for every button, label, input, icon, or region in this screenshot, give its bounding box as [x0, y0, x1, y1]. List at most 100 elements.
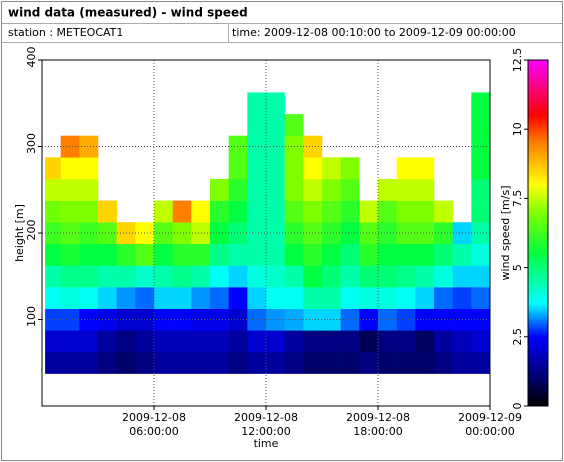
- heatmap-cell: [79, 308, 99, 331]
- heatmap-cell: [154, 243, 173, 266]
- heatmap-cell: [359, 243, 379, 266]
- y-tick-label: 200: [25, 220, 38, 241]
- heatmap-cell: [98, 351, 117, 374]
- heatmap-cell: [191, 351, 211, 374]
- heatmap-cell: [154, 330, 173, 353]
- heatmap-cell: [210, 200, 229, 223]
- colorbar-tick-label: 7.5: [511, 190, 524, 208]
- heatmap-cell: [340, 287, 360, 309]
- heatmap-cell: [303, 287, 323, 309]
- heatmap-cell: [45, 200, 61, 223]
- heatmap-cells: [45, 92, 491, 374]
- heatmap-cell: [359, 200, 379, 223]
- heatmap-cell: [471, 287, 491, 309]
- heatmap-cell: [247, 351, 267, 374]
- heatmap-cell: [378, 287, 397, 309]
- heatmap-cell: [266, 308, 285, 331]
- heatmap-cell: [434, 287, 453, 309]
- heatmap-cell: [210, 330, 229, 353]
- heatmap-cell: [172, 265, 192, 288]
- heatmap-cell: [247, 243, 267, 266]
- heatmap-cell: [45, 287, 61, 309]
- heatmap-cell: [172, 222, 192, 245]
- heatmap-cell: [228, 157, 248, 180]
- heatmap-cell: [359, 265, 379, 288]
- heatmap-cell: [79, 265, 99, 288]
- heatmap-cell: [191, 200, 211, 223]
- heatmap-cell: [396, 157, 416, 180]
- heatmap-cell: [116, 265, 136, 288]
- x-tick-label: 2009-12-09 00:00:00: [458, 411, 522, 438]
- heatmap-cell: [396, 351, 416, 374]
- heatmap-cell: [210, 178, 229, 201]
- heatmap-cell: [266, 265, 285, 288]
- heatmap-cell: [172, 287, 192, 309]
- heatmap-cell: [228, 200, 248, 223]
- heatmap-cell: [266, 114, 285, 136]
- heatmap-cell: [378, 351, 397, 374]
- heatmap-cell: [228, 287, 248, 309]
- heatmap-cell: [322, 200, 341, 223]
- heatmap-cell: [471, 330, 491, 353]
- heatmap-cell: [452, 287, 472, 309]
- heatmap-cell: [210, 243, 229, 266]
- heatmap-cell: [340, 157, 360, 180]
- heatmap-cell: [415, 200, 435, 223]
- heatmap-cell: [79, 222, 99, 245]
- heatmap-cell: [415, 157, 435, 180]
- x-tick-label: 2009-12-08 06:00:00: [122, 411, 186, 438]
- heatmap-cell: [434, 243, 453, 266]
- heatmap-cell: [228, 135, 248, 158]
- heatmap-cell: [79, 243, 99, 266]
- heatmap-cell: [266, 287, 285, 309]
- heatmap-cell: [60, 243, 80, 266]
- heatmap-cell: [471, 243, 491, 266]
- heatmap-cell: [228, 243, 248, 266]
- heatmap-cell: [172, 351, 192, 374]
- heatmap-cell: [396, 222, 416, 245]
- heatmap-cell: [266, 200, 285, 223]
- heatmap-cell: [98, 265, 117, 288]
- heatmap-cell: [340, 222, 360, 245]
- heatmap-cell: [322, 265, 341, 288]
- heatmap-cell: [415, 265, 435, 288]
- heatmap-cell: [378, 200, 397, 223]
- heatmap-cell: [98, 200, 117, 223]
- heatmap-cell: [359, 308, 379, 331]
- colorbar-tick-label: 12.5: [511, 48, 524, 73]
- colorbar-label: wind speed [m/s]: [499, 186, 512, 281]
- x-tick-label: 2009-12-08 18:00:00: [346, 411, 410, 438]
- station-label: station : METEOCAT1: [8, 26, 123, 39]
- heatmap-cell: [340, 265, 360, 288]
- heatmap-cell: [471, 265, 491, 288]
- heatmap-cell: [45, 157, 61, 180]
- heatmap-cell: [322, 308, 341, 331]
- heatmap-cell: [191, 243, 211, 266]
- colorbar-tick-label: 2.5: [511, 328, 524, 346]
- heatmap-cell: [45, 308, 61, 331]
- heatmap-cell: [98, 243, 117, 266]
- heatmap-cell: [154, 308, 173, 331]
- heatmap-cell: [284, 351, 304, 374]
- heatmap-cell: [98, 287, 117, 309]
- heatmap-cell: [340, 200, 360, 223]
- heatmap-cell: [322, 351, 341, 374]
- heatmap-cell: [228, 222, 248, 245]
- heatmap-cell: [191, 287, 211, 309]
- heatmap-cell: [45, 351, 61, 374]
- heatmap-cell: [98, 222, 117, 245]
- heatmap-cell: [266, 92, 285, 115]
- heatmap-cell: [154, 265, 173, 288]
- heatmap-cell: [45, 243, 61, 266]
- heatmap-cell: [415, 243, 435, 266]
- heatmap-cell: [303, 200, 323, 223]
- heatmap-cell: [60, 265, 80, 288]
- heatmap-cell: [303, 330, 323, 353]
- heatmap-cell: [266, 157, 285, 180]
- heatmap-cell: [322, 330, 341, 353]
- heatmap-cell: [154, 222, 173, 245]
- heatmap-cell: [434, 265, 453, 288]
- heatmap-cell: [322, 157, 341, 180]
- heatmap-cell: [247, 135, 267, 158]
